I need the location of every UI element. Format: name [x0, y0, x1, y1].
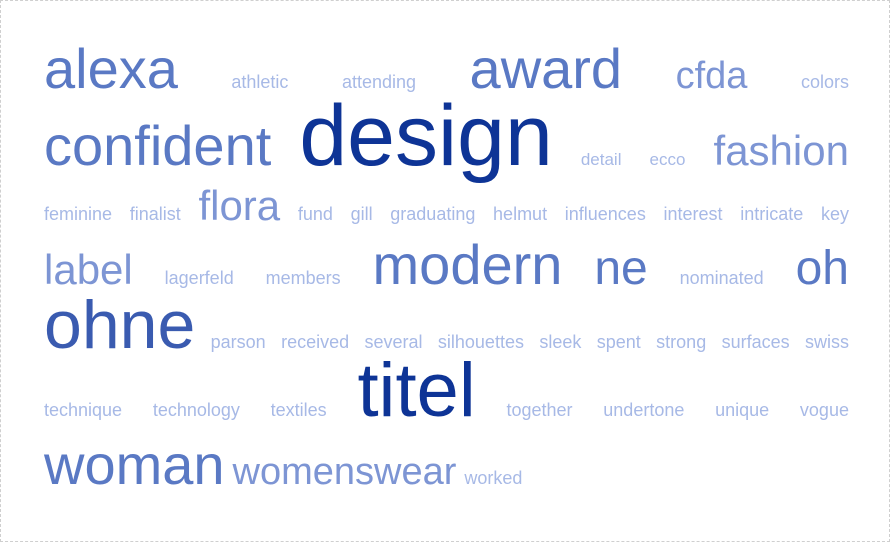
word-feminine: feminine: [44, 204, 113, 224]
word-colors: colors: [800, 72, 849, 92]
word-several: several: [364, 332, 423, 352]
word-row: technique technology textiles titel together…: [44, 353, 849, 429]
word-cfda: cfda: [675, 55, 748, 97]
word-together: together: [506, 400, 573, 420]
word-helmut: helmut: [493, 204, 548, 224]
word-modern: modern: [372, 233, 563, 296]
word-athletic: athletic: [231, 72, 289, 92]
word-row: woman womenswear worked: [44, 437, 849, 493]
word-technique: technique: [44, 400, 123, 420]
word-detail: detail: [580, 150, 622, 169]
word-intricate: intricate: [740, 204, 804, 224]
word-nominated: nominated: [679, 268, 764, 288]
word-technology: technology: [152, 400, 240, 420]
word-label: label: [44, 246, 133, 293]
word-parson: parson: [210, 332, 266, 352]
word-attending: attending: [341, 72, 417, 92]
word-ecco: ecco: [649, 150, 686, 169]
word-ohne: ohne: [44, 287, 196, 363]
word-ne: ne: [594, 242, 648, 295]
word-sleek: sleek: [539, 332, 582, 352]
word-key: key: [820, 204, 849, 224]
word-received: received: [281, 332, 350, 352]
word-award: award: [469, 37, 623, 100]
word-interest: interest: [663, 204, 723, 224]
word-row: ohne parson received several silhouettes slee…: [44, 291, 849, 359]
word-row: feminine finalist flora fund gill graduating h…: [44, 185, 849, 227]
word-strong: strong: [656, 332, 707, 352]
word-textiles: textiles: [270, 400, 327, 420]
word-worked: worked: [464, 468, 523, 488]
word-unique: unique: [715, 400, 770, 420]
word-fashion: fashion: [713, 127, 849, 174]
word-design: design: [299, 88, 553, 184]
word-members: members: [265, 268, 341, 288]
word-oh: oh: [795, 242, 849, 295]
word-spent: spent: [596, 332, 641, 352]
word-row: confident design detail ecco fashion: [44, 93, 849, 179]
word-alexa: alexa: [44, 37, 178, 100]
word-influences: influences: [564, 204, 646, 224]
word-confident: confident: [44, 114, 272, 177]
word-flora: flora: [198, 182, 281, 229]
word-titel: titel: [357, 348, 476, 433]
word-swiss: swiss: [804, 332, 849, 352]
word-fund: fund: [297, 204, 333, 224]
word-row: label lagerfeld members modern ne nominated oh: [44, 237, 849, 293]
word-row: alexa athletic attending award cfda colors: [44, 41, 849, 97]
word-lagerfeld: lagerfeld: [164, 268, 234, 288]
word-woman: woman: [44, 433, 225, 496]
word-womenswear: womenswear: [232, 451, 457, 493]
word-vogue: vogue: [799, 400, 849, 420]
word-undertone: undertone: [603, 400, 685, 420]
word-gill: gill: [350, 204, 373, 224]
word-surfaces: surfaces: [721, 332, 790, 352]
word-silhouettes: silhouettes: [437, 332, 524, 352]
word-graduating: graduating: [390, 204, 476, 224]
word-finalist: finalist: [129, 204, 181, 224]
